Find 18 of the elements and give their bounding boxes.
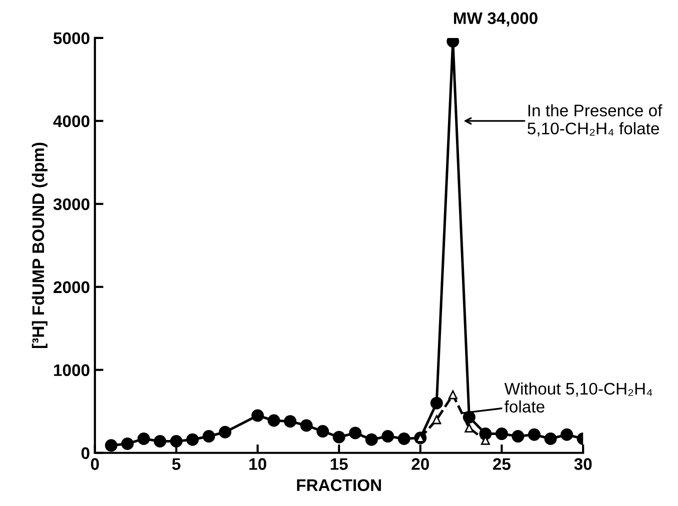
x-tick-label: 10 (249, 458, 266, 470)
x-tick-label: 20 (412, 458, 429, 470)
y-tick-label: 1000 (54, 364, 90, 376)
x-tick-label: 0 (90, 458, 99, 470)
y-tick-label: 2000 (54, 281, 90, 294)
annotation: In the Presence of 5,10-CH₂H₄ folate (528, 104, 662, 136)
x-axis-title: FRACTION (297, 479, 381, 492)
y-axis-title: [³H] FdUMP BOUND (dpm) (32, 142, 48, 348)
y-tick-label: 3000 (53, 198, 90, 210)
x-tick-label: 5 (172, 458, 180, 470)
x-tick-label: 25 (493, 458, 511, 470)
y-tick-label: 5000 (54, 32, 90, 44)
y-tick-label: 4000 (53, 115, 90, 128)
annotation: MW 34,000 (454, 12, 538, 27)
x-tick-label: 15 (330, 458, 348, 470)
y-tick-label: 0 (81, 447, 90, 460)
x-tick-label: 30 (574, 458, 592, 470)
annotation: Without 5,10-CH₂H₄ folate (504, 382, 652, 413)
